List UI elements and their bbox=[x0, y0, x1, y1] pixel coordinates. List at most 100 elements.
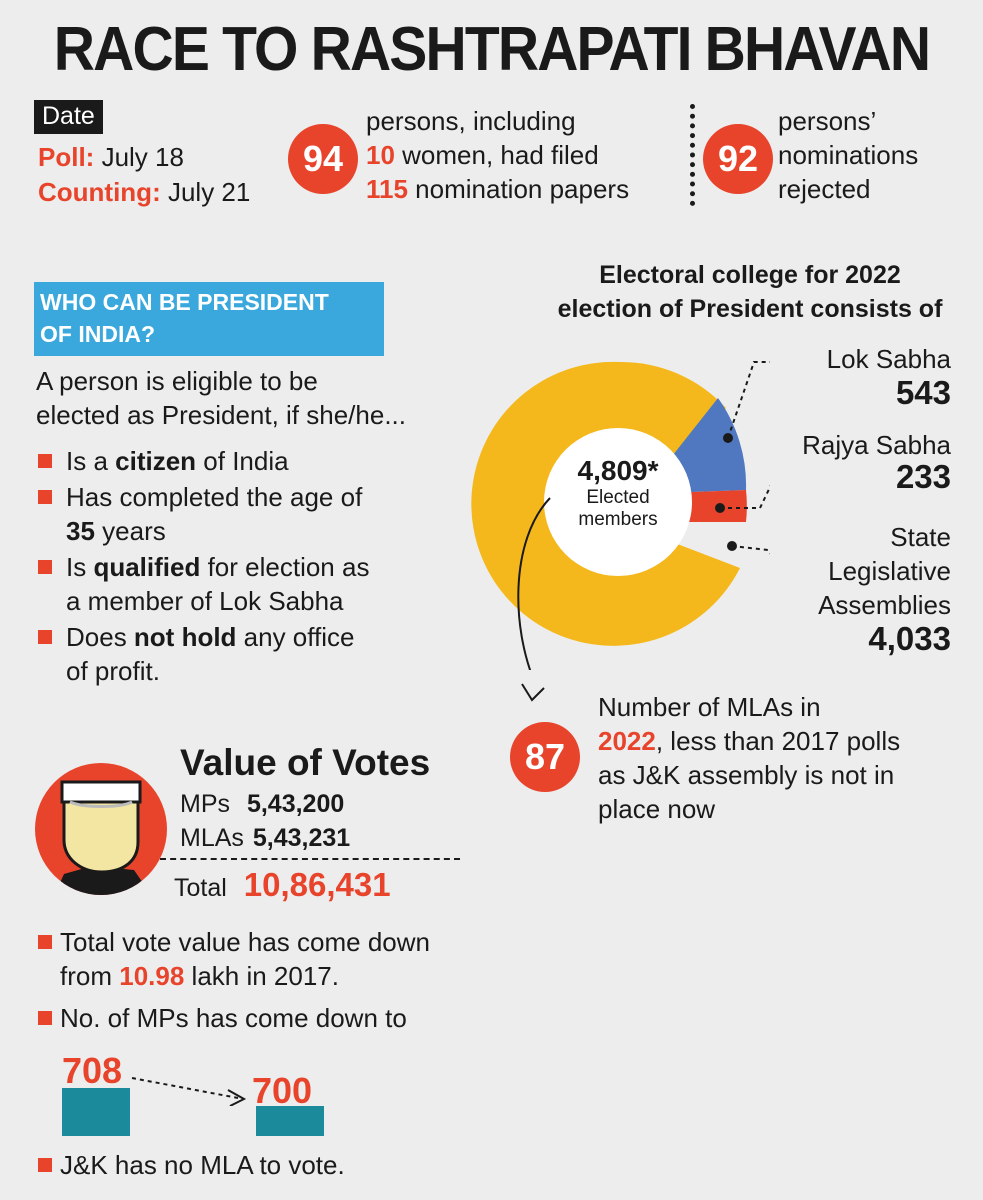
note3-text: J&K has no MLA to vote. bbox=[60, 1150, 345, 1180]
center-label-line2: members bbox=[578, 509, 658, 530]
mlas-note-text: Number of MLAs in 2022, less than 2017 p… bbox=[598, 690, 900, 826]
nominations-line3: 115 nomination papers bbox=[366, 172, 629, 206]
poll-value: July 18 bbox=[94, 142, 184, 172]
list-item: Is qualified for election as a member of… bbox=[38, 550, 458, 618]
note1-pre: from bbox=[60, 961, 120, 991]
bullet-square bbox=[38, 454, 52, 468]
total-divider bbox=[160, 858, 460, 860]
nominations-line1: persons, including bbox=[366, 106, 576, 136]
electoral-college-donut bbox=[471, 361, 770, 670]
mlas-count-badge: 87 bbox=[510, 722, 580, 792]
note2-text: No. of MPs has come down to bbox=[60, 1003, 407, 1033]
rajya-sabha-label: Rajya Sabha bbox=[802, 430, 951, 460]
bullet-square bbox=[38, 490, 52, 504]
bullet-square bbox=[38, 1158, 52, 1172]
electoral-college-title-line1: Electoral college for 2022 bbox=[599, 261, 901, 289]
electoral-college-title-line2: election of President consists of bbox=[557, 295, 943, 323]
mps-value: 5,43,200 bbox=[246, 790, 345, 818]
bullet-line2: 35 years bbox=[66, 514, 458, 548]
counting-label: Counting: bbox=[38, 177, 161, 207]
decrease-arrow-icon bbox=[131, 1077, 247, 1106]
bullet-text: a member of Lok Sabha bbox=[66, 586, 344, 616]
state-label-line3: Assemblies bbox=[818, 590, 951, 620]
note-jk: J&K has no MLA to vote. bbox=[38, 1148, 508, 1182]
lok-sabha-value: 543 bbox=[895, 374, 951, 411]
lok-sabha-label: Lok Sabha bbox=[826, 344, 951, 374]
note1-post: lakh in 2017. bbox=[184, 961, 339, 991]
nominations-text: persons, including 10 women, had filed 1… bbox=[366, 104, 629, 206]
bullet-square bbox=[38, 935, 52, 949]
bullet-bold: not hold bbox=[133, 622, 237, 652]
mlas-note-line4: place now bbox=[598, 794, 716, 824]
poll-date: Poll: July 18 bbox=[38, 142, 184, 173]
date-tag: Date bbox=[34, 100, 103, 134]
total-value: 10,86,431 bbox=[243, 866, 391, 903]
bullet-line1: Is qualified for election as bbox=[66, 550, 458, 584]
rejections-count-badge: 92 bbox=[703, 124, 773, 194]
mps-before-bar bbox=[62, 1088, 130, 1136]
list-item: Is a citizen of India bbox=[38, 444, 458, 478]
eligibility-heading: WHO CAN BE PRESIDENT OF INDIA? bbox=[34, 282, 384, 356]
bullet-square bbox=[38, 1011, 52, 1025]
eligibility-intro: A person is eligible to be elected as Pr… bbox=[36, 364, 406, 432]
nominations-line2-text: women, had filed bbox=[394, 140, 599, 170]
mps-after-bar bbox=[256, 1106, 324, 1136]
bullet-text: Does bbox=[66, 622, 134, 652]
list-item: Has completed the age of 35 years bbox=[38, 480, 458, 548]
center-label-line1: Elected bbox=[586, 487, 650, 508]
state-assemblies-value: 4,033 bbox=[868, 620, 951, 657]
rejections-line1: persons’ bbox=[778, 106, 877, 136]
mlas-value: 5,43,231 bbox=[252, 824, 351, 852]
rejections-text: persons’ nominations rejected bbox=[778, 104, 918, 206]
connector-lok-sabha bbox=[727, 361, 770, 439]
mlas-vote-row: MLAs 5,43,231 bbox=[180, 824, 350, 853]
nominations-line2: 10 women, had filed bbox=[366, 138, 629, 172]
note1-value: 10.98 bbox=[119, 961, 185, 991]
state-label-line2: Legislative bbox=[828, 556, 951, 586]
bullet-bold: 35 bbox=[66, 516, 95, 546]
bullet-text: of profit. bbox=[66, 656, 160, 686]
total-elected-members: 4,809* bbox=[577, 455, 659, 486]
electoral-college-title: Electoral college for 2022 election of P… bbox=[520, 258, 980, 326]
counting-value: July 21 bbox=[160, 177, 251, 207]
bullet-square bbox=[38, 630, 52, 644]
mps-after-value: 700 bbox=[252, 1070, 313, 1111]
rejections-line3: rejected bbox=[778, 174, 871, 204]
nominations-count-badge: 94 bbox=[288, 124, 358, 194]
women-count: 10 bbox=[366, 140, 395, 170]
eligibility-intro-line2: elected as President, if she/he... bbox=[36, 400, 406, 430]
mps-label: MPs bbox=[180, 790, 230, 818]
bullet-text: Is bbox=[66, 552, 94, 582]
bullet-bold: citizen bbox=[115, 446, 197, 476]
mps-before-value: 708 bbox=[62, 1050, 123, 1091]
page-title: RACE TO RASHTRAPATI BHAVAN bbox=[53, 15, 931, 84]
mlas-year: 2022 bbox=[598, 726, 656, 756]
bullet-text: any office bbox=[236, 622, 355, 652]
note1-line2: from 10.98 lakh in 2017. bbox=[60, 959, 508, 993]
state-label-line1: State bbox=[890, 522, 951, 552]
divider-dots bbox=[690, 104, 695, 206]
bullet-text: of India bbox=[196, 446, 289, 476]
arrow-to-mlas bbox=[517, 497, 551, 670]
bullet-bold: qualified bbox=[93, 552, 201, 582]
mlas-note-line2-text: , less than 2017 polls bbox=[655, 726, 901, 756]
donut-center-label: 4,809* Elected members bbox=[548, 455, 688, 531]
arrow-head-icon bbox=[521, 683, 545, 702]
bullet-text: years bbox=[94, 516, 166, 546]
mlas-note-line3: as J&K assembly is not in bbox=[598, 760, 895, 790]
poll-label: Poll: bbox=[38, 142, 95, 172]
counting-date: Counting: July 21 bbox=[38, 177, 250, 208]
mlas-label: MLAs bbox=[180, 824, 244, 852]
nominations-line3-text: nomination papers bbox=[407, 174, 630, 204]
donut-center bbox=[544, 428, 692, 576]
connector-state bbox=[731, 545, 770, 555]
value-of-votes-title: Value of Votes bbox=[180, 742, 431, 783]
rejections-line2: nominations bbox=[778, 140, 919, 170]
total-vote-row: Total 10,86,431 bbox=[174, 866, 391, 904]
mlas-note-line1: Number of MLAs in bbox=[598, 692, 821, 722]
eligibility-intro-line1: A person is eligible to be bbox=[36, 366, 318, 396]
connector-dot bbox=[715, 503, 725, 513]
note1-line1: Total vote value has come down bbox=[60, 927, 430, 957]
total-label: Total bbox=[174, 874, 227, 902]
note-vote-value: Total vote value has come down from 10.9… bbox=[38, 925, 508, 993]
